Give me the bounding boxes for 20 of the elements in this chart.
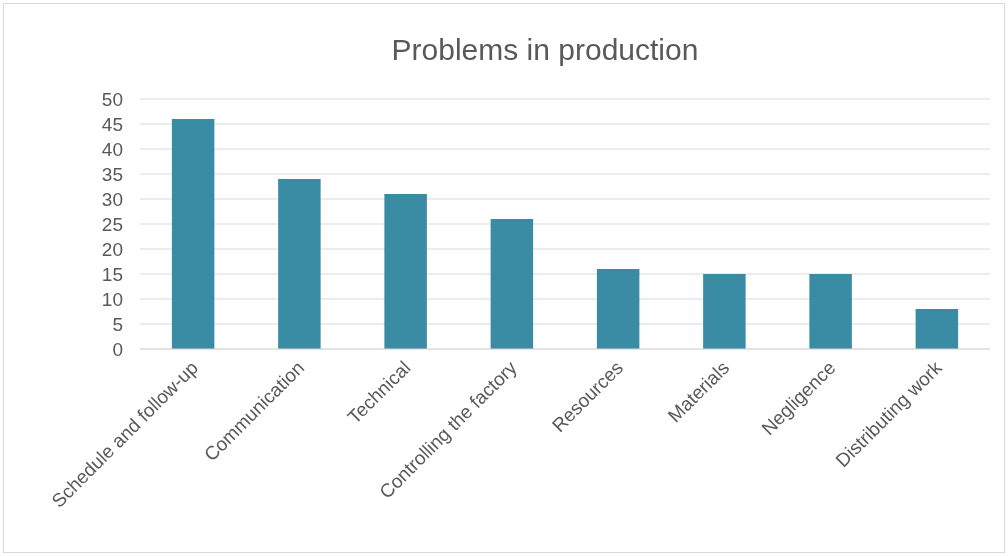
bar <box>703 274 746 349</box>
bar <box>490 219 534 349</box>
y-tick-label: 50 <box>101 88 123 110</box>
y-tick-label: 5 <box>112 313 123 335</box>
chart-title: Problems in production <box>391 33 699 66</box>
bar <box>384 194 427 349</box>
bar <box>596 269 640 349</box>
y-tick-label: 35 <box>101 163 123 185</box>
y-tick-label: 25 <box>101 213 123 235</box>
y-tick-label: 30 <box>101 188 123 210</box>
bar <box>278 179 321 349</box>
y-tick-label: 45 <box>101 113 123 135</box>
y-tick-label: 40 <box>101 138 123 160</box>
bar <box>809 274 852 349</box>
bar <box>171 119 215 349</box>
bar <box>915 309 959 349</box>
y-tick-label: 15 <box>101 263 123 285</box>
y-tick-label: 0 <box>112 338 123 360</box>
y-tick-label: 20 <box>101 238 123 260</box>
y-tick-label: 10 <box>101 288 123 310</box>
